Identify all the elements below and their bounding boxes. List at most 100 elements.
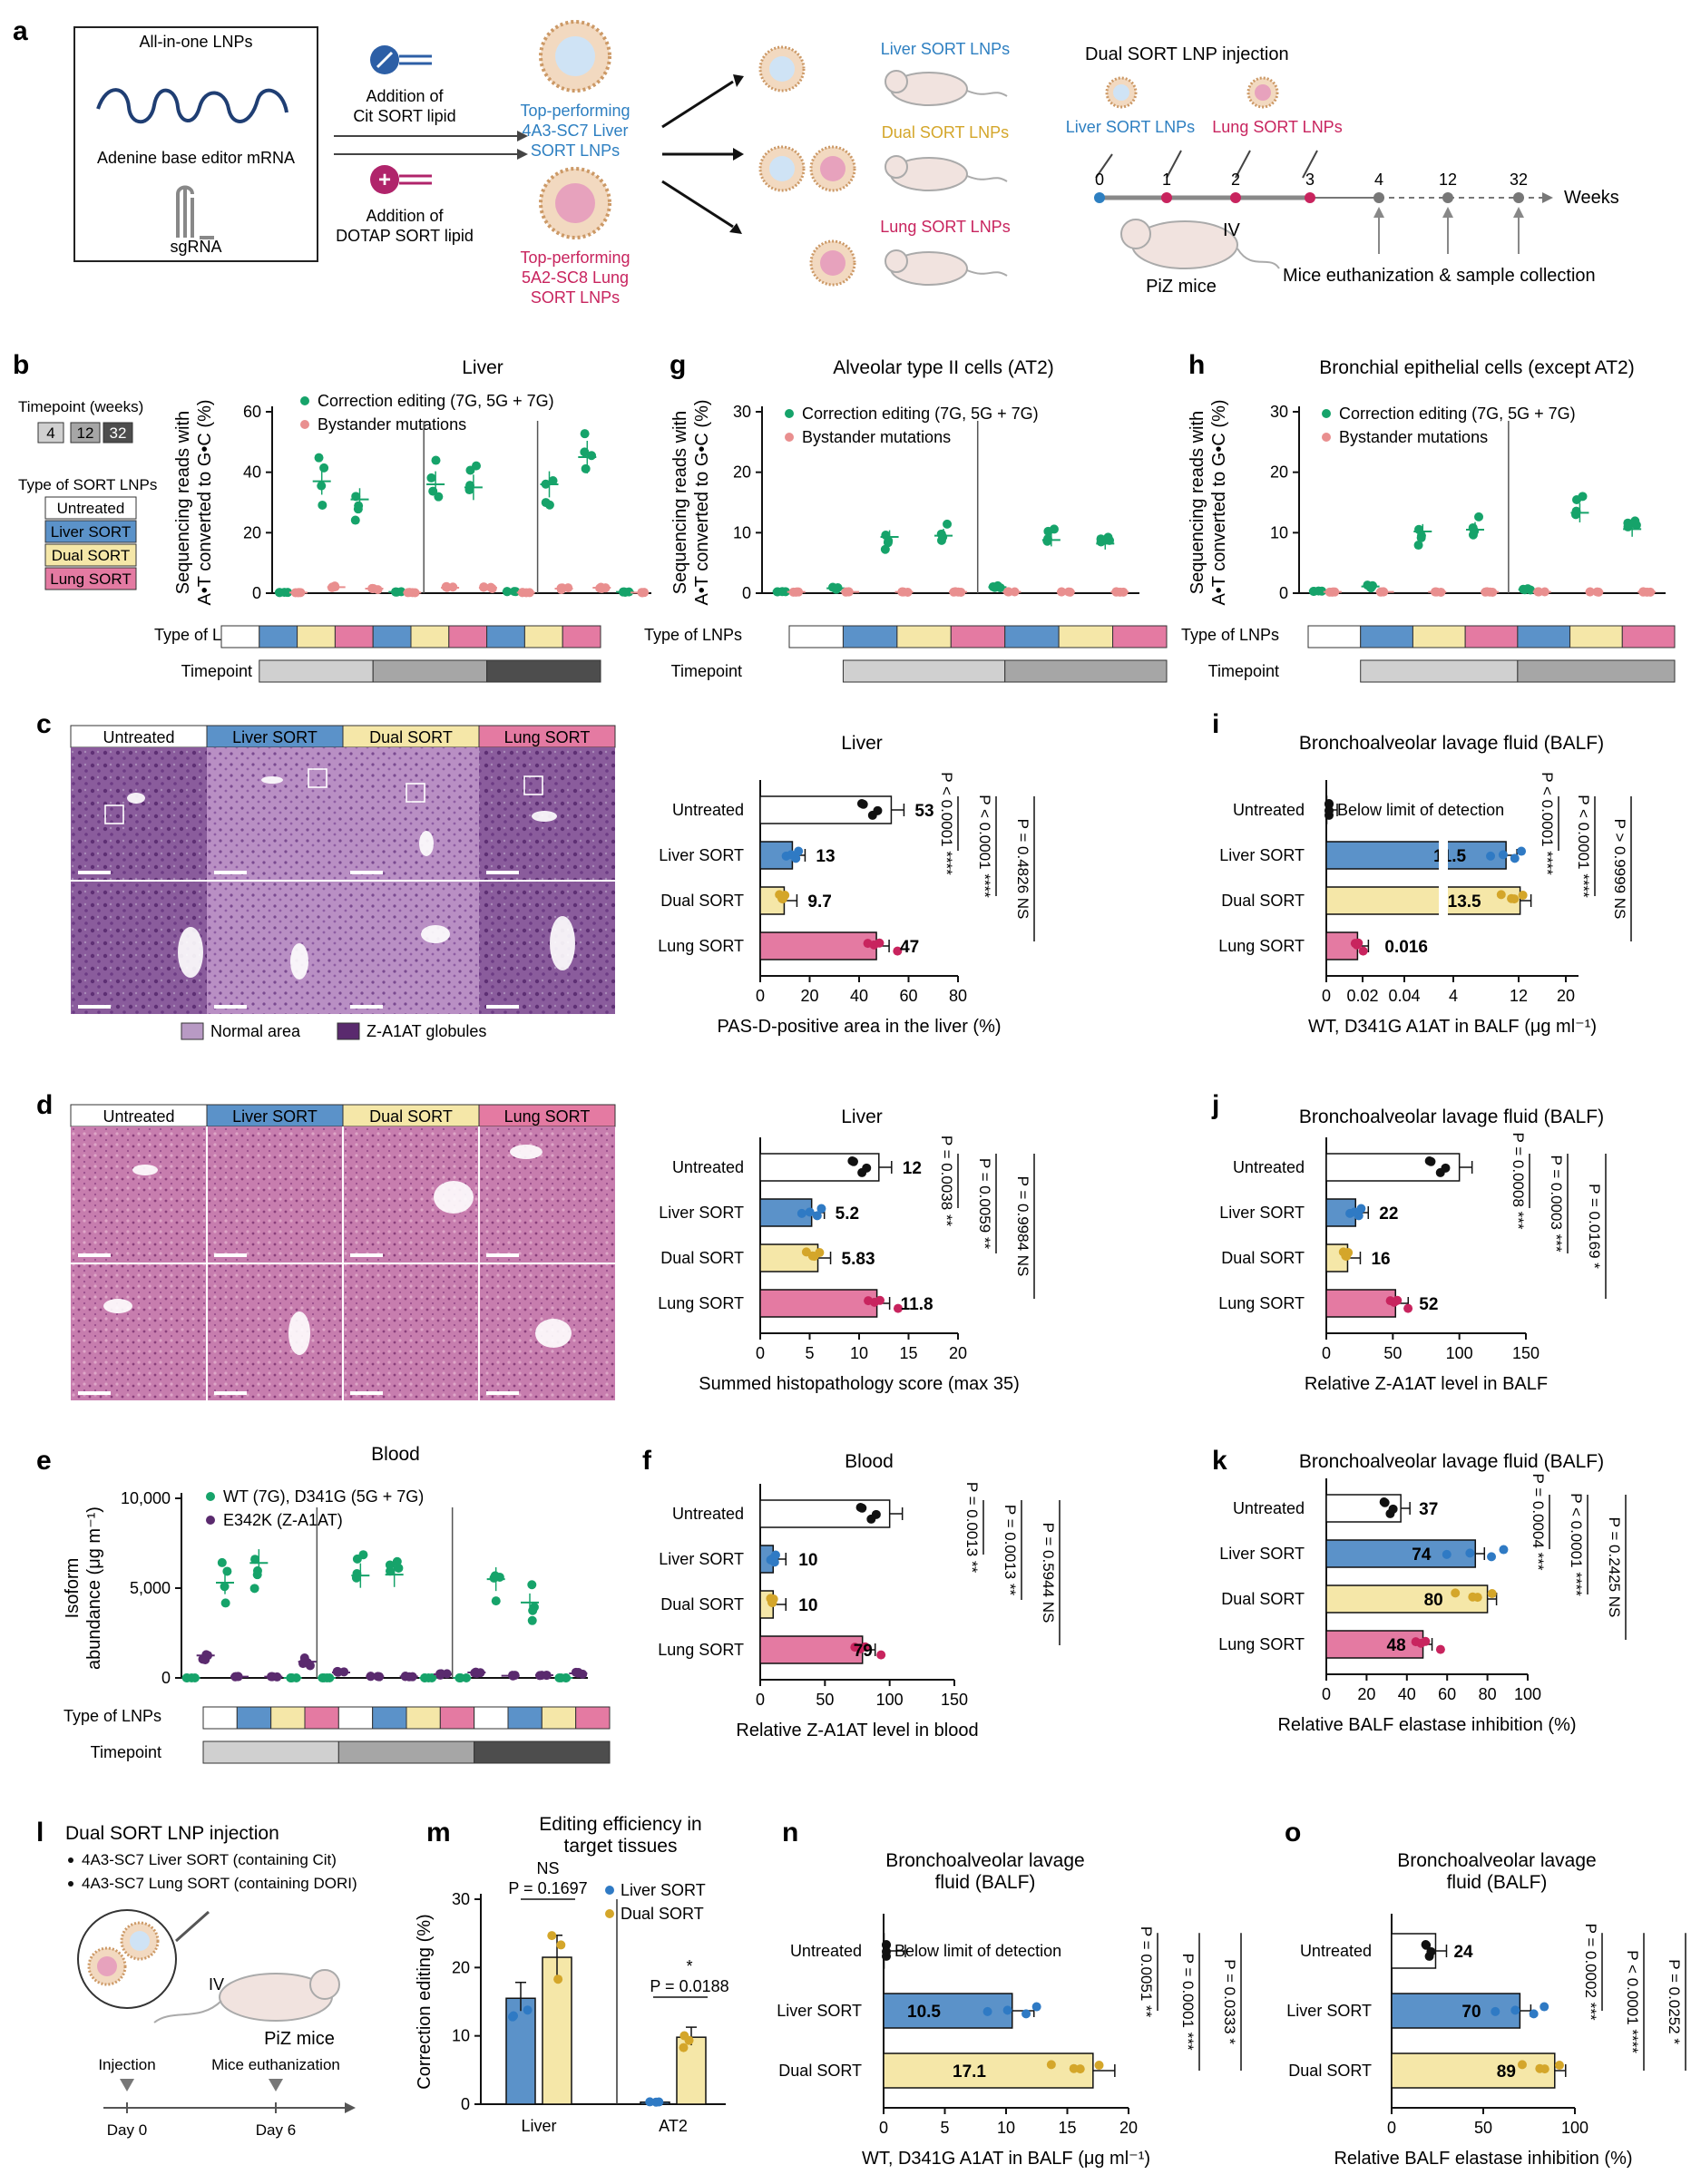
chart-o-xtick-label: 50: [1474, 2119, 1492, 2137]
chart-e-dot: [442, 1669, 452, 1679]
chart-i-xtick-label: 0.02: [1346, 987, 1378, 1005]
chart-k-category: Lung SORT: [1218, 1635, 1305, 1653]
chart-i-value-label: 13.5: [1448, 892, 1481, 912]
dotap-lipid-icon: [370, 165, 399, 194]
chart-h-ylabel: Sequencing reads with: [1188, 411, 1207, 594]
chart-e-type-cell: [270, 1706, 306, 1730]
panel-letter-d: d: [36, 1090, 53, 1120]
chart-k-value-label: 74: [1412, 1545, 1432, 1565]
chart-d_bar-bar: [759, 1289, 878, 1318]
chart-k-dot: [1465, 1548, 1475, 1558]
chart-h-type-cell: [1412, 625, 1466, 648]
chart-k-category: Dual SORT: [1221, 1590, 1305, 1608]
chart-f-stat: P = 0.0013 **: [1002, 1505, 1019, 1596]
chart-b-ytick-label: 0: [252, 584, 261, 602]
chart-b-legend-item: Correction editing (7G, 5G + 7G): [318, 392, 554, 410]
chart-i-axis-break: [1439, 822, 1448, 949]
chart-e-dot: [561, 1673, 571, 1682]
chart-e-title: Blood: [371, 1444, 420, 1465]
chart-h-dot: [1592, 587, 1602, 597]
chart-b-dot: [541, 479, 551, 489]
chart-k-xlabel: Relative BALF elastase inhibition (%): [1277, 1715, 1576, 1735]
chart-f-bar: [759, 1635, 864, 1664]
chart-i-xtick-label: 4: [1449, 987, 1458, 1005]
chart-f-value-label: 10: [798, 1551, 817, 1570]
chart-e-type-cell: [474, 1706, 509, 1730]
chart-f-stat: P = 0.0013 **: [963, 1482, 981, 1574]
chart-f-xlabel: Relative Z-A1AT level in blood: [736, 1721, 978, 1740]
chart-e-legend-item: E342K (Z-A1AT): [223, 1511, 343, 1529]
l-bullet-1: 4A3-SC7 Liver SORT (containing Cit): [82, 1851, 337, 1868]
chart-d_bar-dot: [862, 1163, 872, 1173]
c-header-dual: Dual SORT: [369, 728, 453, 746]
mrna-label: Adenine base editor mRNA: [97, 149, 295, 167]
chart-n-dot: [882, 1946, 891, 1956]
chart-b-dot: [373, 585, 383, 595]
chart-c_bar-category: Lung SORT: [658, 937, 744, 955]
l-title: Dual SORT LNP injection: [65, 1823, 279, 1844]
chart-g-dot: [949, 587, 959, 597]
chart-j-dot: [1426, 1156, 1436, 1166]
chart-g-dot: [1096, 534, 1106, 544]
chart-d_bar-xtick-label: 0: [756, 1344, 765, 1362]
chart-n-xtick-label: 0: [879, 2119, 888, 2137]
chart-n-xtick-label: 5: [940, 2119, 949, 2137]
chart-j-value-label: 16: [1371, 1250, 1390, 1269]
chart-e-dot: [472, 1668, 482, 1678]
chart-h-time-cell: [1517, 659, 1676, 683]
chart-o-category: Liver SORT: [1286, 2002, 1372, 2020]
chart-h-type-cell: [1621, 625, 1676, 648]
chart-o-value-label: 24: [1453, 1943, 1473, 1962]
chart-n-dot: [1002, 2005, 1012, 2015]
chart-b-type-cell: [562, 625, 601, 648]
panel-a: All-in-one LNPs Adenine base editor mRNA…: [73, 20, 1619, 307]
chart-e-type-cell: [304, 1706, 339, 1730]
chart-f: Blood 0 50 100 150 Relative Z-A1AT level in b…: [658, 1451, 1061, 1740]
chart-d_bar-dot: [864, 1296, 874, 1306]
chart-g-dot: [777, 587, 787, 597]
top-liver-line1: Top-performing: [520, 102, 630, 120]
chart-h-dot: [1623, 518, 1633, 528]
panel-letter-g: g: [670, 350, 686, 380]
chart-m-stat-p: P = 0.0188: [650, 1977, 728, 1995]
svg-text:+: +: [378, 168, 391, 192]
chart-j-value-label: 52: [1419, 1295, 1438, 1314]
chart-k-dot: [1380, 1497, 1390, 1507]
chart-e-type-cell: [406, 1706, 441, 1730]
chart-b-legend-dot: [300, 396, 309, 405]
chart-j-category: Liver SORT: [1219, 1204, 1305, 1222]
chart-c_bar-xtick-label: 60: [899, 987, 917, 1005]
chart-g-type-cell: [1004, 625, 1060, 648]
chart-b-dot: [544, 500, 554, 510]
panel-c-histology: Untreated Liver SORT Dual SORT Lung SORT…: [70, 725, 616, 1040]
chart-g-time-cell: [1004, 659, 1168, 683]
d-header-untreated: Untreated: [103, 1107, 174, 1126]
chart-i-dot: [1324, 805, 1334, 815]
panel-letter-l: l: [36, 1818, 44, 1848]
chart-j-xlabel: Relative Z-A1AT level in BALF: [1305, 1374, 1548, 1394]
euth-label: Mice euthanization & sample collection: [1283, 266, 1596, 286]
chart-n-dot: [982, 2006, 992, 2016]
chart-b-dot: [293, 588, 303, 598]
chart-e-dot: [527, 1580, 537, 1590]
chart-b: Liver 0 20 40 60 Sequencing reads with A•T con…: [154, 357, 651, 683]
week-tick-3: 3: [1305, 171, 1315, 189]
chart-e-type-cell: [202, 1706, 238, 1730]
panel-letter-m: m: [426, 1818, 451, 1848]
chart-d_bar-stat: P = 0.0038 **: [938, 1136, 955, 1227]
c-header-untreated: Untreated: [103, 728, 174, 746]
lung-sort-lnps-label: Lung SORT LNPs: [880, 218, 1010, 236]
chart-j-category: Dual SORT: [1221, 1249, 1305, 1267]
chart-o-stat: P = 0.0002 ***: [1582, 1924, 1599, 2021]
chart-d_bar-dot: [807, 1251, 817, 1261]
chart-n-dot: [1094, 2061, 1104, 2071]
chart-g-dot: [791, 587, 801, 597]
liver-sort-lnps-label: Liver SORT LNPs: [881, 40, 1010, 58]
chart-k-value-label: 80: [1424, 1591, 1443, 1610]
chart-g-ytick-label: 30: [733, 403, 751, 421]
chart-e: Blood 0 5,000 10,000 Isoform abundance (μg m⁻…: [63, 1444, 611, 1764]
chart-o-dot: [1510, 2005, 1520, 2015]
panel-letter-n: n: [782, 1818, 798, 1848]
chart-c_bar-xtick-label: 0: [756, 987, 765, 1005]
